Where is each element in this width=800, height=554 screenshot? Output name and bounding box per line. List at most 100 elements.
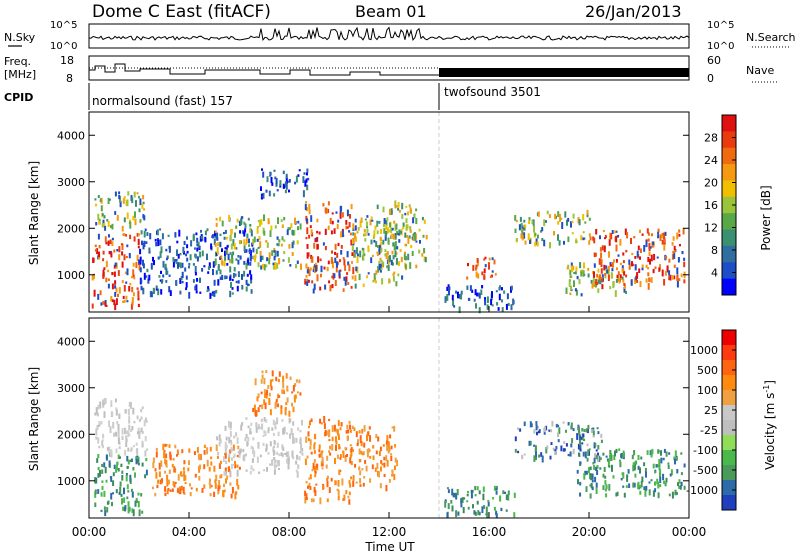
power-cell-5-11	[307, 279, 310, 283]
power-cell-10-32	[521, 228, 524, 232]
power-cell-2-209	[195, 232, 198, 236]
velocity-cell-3-108	[265, 448, 268, 452]
velocity-cell-5-86	[319, 497, 322, 505]
power-cell-7-56	[389, 255, 391, 261]
velocity-cbar-label-4: -25	[700, 424, 718, 437]
velocity-cell-2-104	[222, 490, 225, 497]
velocity-cell-5-11	[314, 433, 316, 439]
power-cell-0-43	[138, 233, 140, 236]
power-cell-10-7	[540, 230, 543, 233]
power-cell-11-17	[593, 263, 596, 268]
power-cell-10-41	[558, 213, 561, 218]
velocity-cbar-seg-11	[722, 495, 736, 511]
velocity-cell-8-99	[579, 448, 582, 452]
power-cell-12-99	[600, 268, 603, 274]
velocity-cell-6-56	[385, 455, 388, 461]
power-cell-12-7	[673, 275, 676, 280]
velocity-cell-2-49	[164, 470, 167, 474]
power-cell-0-79	[104, 236, 107, 243]
power-cell-6-83	[398, 229, 401, 236]
velocity-cell-0-28	[99, 470, 101, 477]
velocity-cell-1-20	[125, 430, 128, 434]
power-cell-2-111	[196, 278, 198, 282]
power-cell-4-33	[270, 177, 273, 184]
power-cell-12-168	[652, 268, 655, 274]
power-cell-9-22	[494, 272, 497, 276]
power-cell-3-128	[243, 239, 246, 245]
velocity-cell-7-8	[466, 494, 469, 497]
power-cell-3-31	[299, 223, 302, 230]
power-cell-2-212	[221, 274, 224, 280]
velocity-cell-2-69	[224, 452, 227, 459]
power-cell-6-95	[379, 270, 382, 273]
velocity-cell-2-133	[174, 481, 177, 484]
power-cell-3-102	[292, 240, 295, 245]
power-cell-2-137	[165, 248, 168, 252]
power-cell-12-124	[676, 267, 679, 275]
power-cell-11-60	[580, 271, 583, 277]
velocity-cell-2-11	[162, 443, 165, 451]
power-cell-2-215	[192, 235, 195, 242]
velocity-cell-2-66	[189, 492, 192, 497]
power-cell-10-47	[536, 241, 539, 247]
power-cell-1-44	[133, 191, 136, 198]
power-cell-6-7	[359, 220, 362, 228]
velocity-cell-3-78	[266, 467, 268, 472]
velocity-cell-2-15	[234, 460, 236, 467]
power-cell-12-144	[617, 234, 620, 238]
power-cell-0-44	[137, 303, 140, 308]
velocity-cell-1-28	[143, 420, 146, 427]
velocity-cell-8-82	[550, 442, 553, 445]
velocity-cell-5-51	[337, 495, 340, 501]
velocity-cell-1-97	[124, 409, 127, 414]
power-cell-3-134	[294, 217, 296, 224]
velocity-cell-2-93	[214, 479, 217, 483]
power-cell-2-198	[143, 231, 146, 238]
power-cell-2-149	[155, 288, 158, 291]
velocity-cell-8-48	[548, 429, 551, 432]
power-cell-7-91	[387, 237, 390, 244]
power-cell-2-162	[214, 230, 216, 237]
power-cell-12-24	[608, 239, 611, 246]
power-cell-6-60	[372, 279, 375, 283]
velocity-cell-9-63	[678, 485, 681, 489]
velocity-cell-9-9	[665, 451, 668, 457]
velocity-cell-6-39	[375, 450, 378, 455]
velocity-cell-6-50	[379, 446, 382, 452]
power-cell-7-10	[378, 264, 381, 271]
velocity-cell-9-29	[607, 461, 610, 467]
power-cell-2-57	[207, 288, 210, 292]
power-cell-2-217	[207, 286, 210, 290]
velocity-cell-6-72	[366, 451, 369, 458]
velocity-cell-4-1	[277, 393, 279, 399]
power-cell-11-51	[579, 262, 582, 269]
velocity-cell-3-88	[232, 455, 235, 459]
power-cell-2-93	[237, 259, 240, 265]
velocity-cbar-seg-3	[722, 375, 736, 391]
power-cell-6-69	[373, 230, 376, 237]
velocity-cell-0-35	[126, 484, 129, 490]
velocity-cell-2-57	[152, 462, 155, 469]
power-cell-10-44	[524, 224, 527, 228]
velocity-cell-3-30	[230, 463, 233, 470]
power-cell-12-68	[643, 245, 646, 252]
power-cell-0-105	[113, 299, 116, 306]
velocity-cell-6-70	[380, 466, 382, 472]
velocity-cell-3-142	[282, 428, 285, 435]
sky-left-tick-top: 10^5	[50, 20, 77, 31]
power-cell-4-45	[260, 186, 262, 191]
power-cell-12-87	[604, 273, 607, 276]
velocity-cell-5-73	[315, 483, 318, 486]
power-cell-10-24	[514, 228, 517, 233]
velocity-cell-0-75	[110, 492, 113, 500]
power-cell-3-11	[263, 214, 265, 222]
power-cell-10-68	[521, 234, 524, 241]
power-cell-2-6	[160, 246, 163, 254]
power-cell-7-66	[376, 230, 379, 235]
velocity-cell-4-60	[282, 389, 285, 395]
power-cell-3-19	[297, 220, 300, 224]
power-cell-7-102	[382, 206, 385, 213]
power-cell-1-22	[114, 211, 117, 215]
power-cell-8-26	[478, 307, 481, 314]
velocity-cell-8-33	[523, 453, 526, 456]
